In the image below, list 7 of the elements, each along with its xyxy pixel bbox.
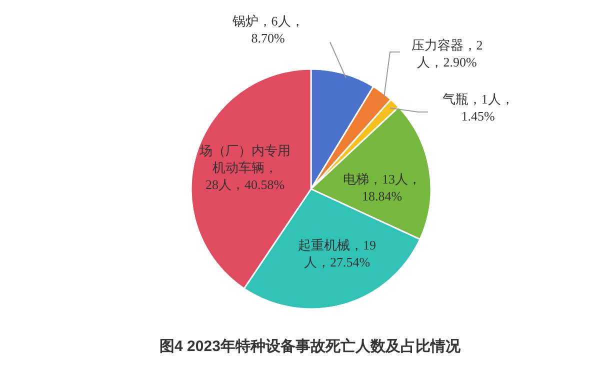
slice-label: 压力容器，2人，2.90%: [411, 38, 483, 70]
text: 图4 2023年特种设备事故死亡人数及占比情况: [160, 337, 462, 355]
slice-label: 锅炉，6人，8.70%: [231, 14, 304, 46]
slice-label: 气瓶，1人，1.45%: [442, 92, 514, 124]
slice-label: 起重机械，19人，27.54%: [298, 238, 376, 270]
slice-label: 电梯，13人，18.84%: [343, 172, 421, 204]
slice-label: 场（厂）内专用机动车辆，28人，40.58%: [198, 143, 290, 192]
